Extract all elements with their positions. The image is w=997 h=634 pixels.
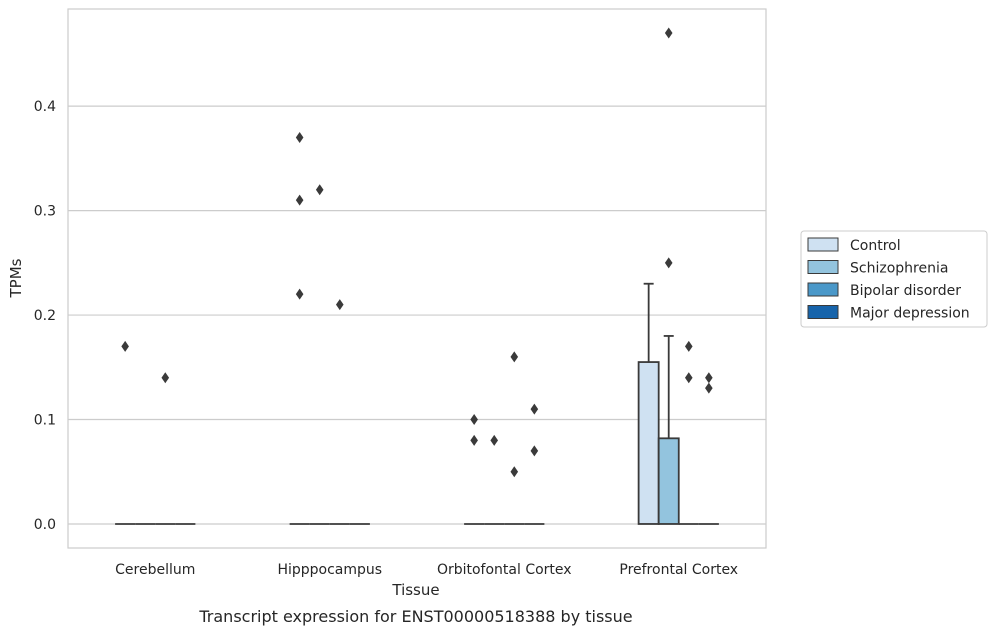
outlier-marker [295, 288, 304, 300]
bar [657, 437, 680, 525]
outlier-marker [470, 434, 478, 446]
y-axis-label: TPMs [7, 258, 25, 298]
legend-swatch [807, 305, 839, 319]
outlier-marker [530, 445, 539, 457]
outlier-marker [121, 340, 129, 352]
outlier-marker [705, 372, 713, 384]
y-tick-label: 0.2 [34, 308, 56, 324]
outlier-marker [490, 434, 499, 446]
outlier-marker [684, 372, 693, 384]
outlier-marker [684, 340, 693, 352]
chart-caption: Transcript expression for ENST0000051838… [198, 607, 632, 626]
bar [637, 361, 660, 525]
y-tick-label: 0.1 [34, 413, 56, 429]
x-tick-label: Hipppocampus [277, 562, 382, 578]
outlier-marker [664, 27, 673, 39]
bars [115, 361, 719, 525]
plot-frame [67, 8, 767, 549]
error-bars [643, 282, 674, 439]
outlier-marker [315, 184, 324, 196]
legend: Control Schizophrenia Bipolar disorder Majo… [800, 230, 988, 328]
outlier-marker [161, 372, 170, 384]
outlier-marker [510, 351, 519, 363]
y-tick-labels: 0.0 0.1 0.2 0.3 0.4 [34, 99, 56, 533]
legend-swatch [807, 282, 839, 297]
outlier-marker [295, 131, 304, 143]
legend-label: Bipolar disorder [850, 283, 961, 299]
legend-frame [800, 230, 988, 328]
legend-swatch [807, 260, 839, 274]
x-tick-labels: Cerebellum Hipppocampus Orbitofontal Corte… [115, 562, 738, 578]
x-tick-label: Orbitofontal Cortex [437, 562, 572, 578]
legend-label: Control [850, 238, 901, 254]
x-tick-label: Prefrontal Cortex [619, 562, 738, 578]
x-tick-label: Cerebellum [115, 562, 195, 578]
outlier-marker [470, 414, 478, 426]
y-tick-label: 0.0 [34, 517, 56, 533]
outlier-marker [295, 194, 304, 206]
legend-swatch [807, 237, 839, 252]
y-tick-label: 0.4 [34, 99, 56, 115]
y-tick-label: 0.3 [34, 204, 56, 220]
legend-label: Major depression [850, 306, 970, 322]
outlier-markers [121, 27, 713, 478]
outlier-marker [510, 466, 519, 478]
x-axis-label: Tissue [391, 581, 439, 599]
legend-label: Schizophrenia [850, 261, 948, 277]
outlier-marker [664, 257, 673, 269]
outlier-marker [530, 403, 539, 415]
outlier-marker [335, 299, 344, 311]
outlier-marker [705, 382, 713, 394]
